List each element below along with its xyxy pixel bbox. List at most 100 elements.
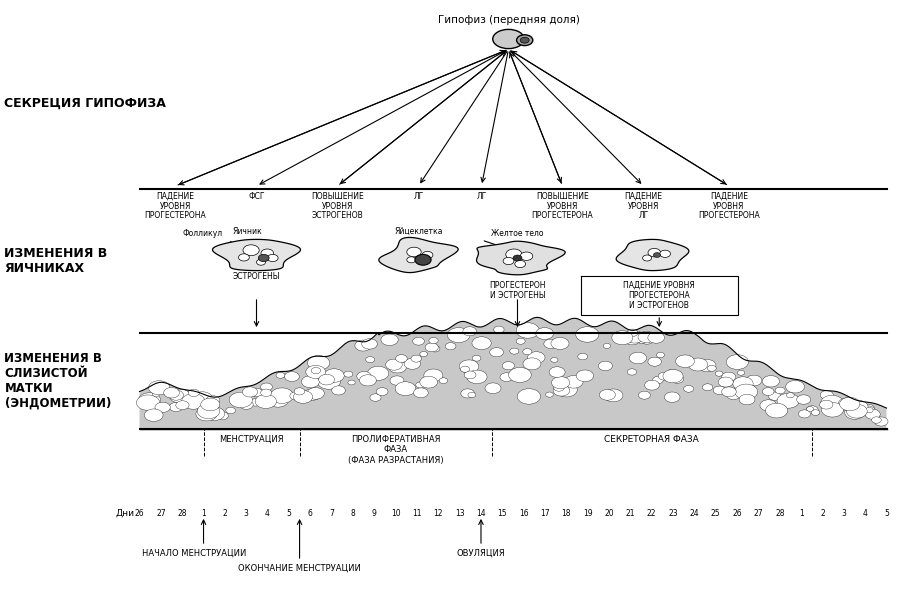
Circle shape — [188, 389, 199, 397]
Circle shape — [251, 388, 263, 397]
Circle shape — [506, 249, 522, 260]
Circle shape — [865, 409, 880, 419]
Circle shape — [386, 359, 402, 370]
Circle shape — [139, 393, 160, 407]
Circle shape — [205, 401, 219, 410]
Circle shape — [319, 374, 335, 385]
Circle shape — [845, 406, 865, 419]
Circle shape — [494, 326, 504, 333]
Circle shape — [702, 384, 713, 391]
Circle shape — [404, 358, 420, 369]
Circle shape — [544, 339, 558, 349]
Circle shape — [306, 365, 326, 379]
Circle shape — [663, 370, 683, 383]
Circle shape — [846, 407, 858, 414]
Circle shape — [197, 405, 208, 412]
Circle shape — [303, 389, 321, 400]
Circle shape — [726, 390, 741, 400]
Circle shape — [260, 383, 273, 391]
Circle shape — [513, 255, 522, 261]
Circle shape — [376, 388, 388, 395]
Circle shape — [137, 395, 159, 410]
Circle shape — [464, 371, 476, 379]
Text: 21: 21 — [626, 509, 635, 517]
Circle shape — [648, 248, 661, 257]
Circle shape — [612, 331, 633, 344]
Circle shape — [523, 358, 541, 370]
Circle shape — [270, 388, 293, 403]
Circle shape — [598, 361, 612, 371]
Circle shape — [733, 377, 753, 391]
Circle shape — [840, 397, 860, 411]
Text: 27: 27 — [753, 509, 763, 517]
Circle shape — [206, 395, 220, 405]
Circle shape — [848, 400, 868, 414]
Text: 23: 23 — [669, 509, 678, 517]
Circle shape — [293, 391, 312, 403]
Circle shape — [429, 338, 438, 344]
Text: 28: 28 — [775, 509, 785, 517]
Text: 3: 3 — [244, 509, 248, 517]
Circle shape — [551, 358, 558, 362]
Circle shape — [239, 400, 253, 409]
Circle shape — [722, 372, 736, 382]
Circle shape — [806, 407, 814, 412]
Circle shape — [422, 251, 433, 259]
Circle shape — [201, 398, 220, 411]
Circle shape — [193, 392, 212, 406]
Circle shape — [775, 387, 785, 394]
Circle shape — [860, 406, 876, 416]
Text: Яичник: Яичник — [232, 227, 263, 236]
Text: ПАДЕНИЕ УРОВНЯ
ПРОГЕСТЕРОНА
И ЭСТРОГЕНОВ: ПАДЕНИЕ УРОВНЯ ПРОГЕСТЕРОНА И ЭСТРОГЕНОВ — [624, 281, 695, 310]
Text: 20: 20 — [604, 509, 614, 517]
Circle shape — [276, 373, 285, 378]
Text: 2: 2 — [820, 509, 824, 517]
Circle shape — [148, 380, 170, 395]
Circle shape — [359, 375, 376, 386]
Circle shape — [777, 394, 799, 408]
Circle shape — [472, 337, 491, 350]
Text: ЛГ: ЛГ — [413, 192, 424, 201]
Text: ФСГ: ФСГ — [248, 192, 265, 201]
Circle shape — [256, 259, 266, 265]
Circle shape — [502, 362, 515, 370]
Circle shape — [578, 353, 588, 360]
Text: 28: 28 — [177, 509, 187, 517]
Text: ИЗМЕНЕНИЯ В
СЛИЗИСТОЙ
МАТКИ
(ЭНДОМЕТРИИ): ИЗМЕНЕНИЯ В СЛИЗИСТОЙ МАТКИ (ЭНДОМЕТРИИ) — [4, 352, 111, 410]
Text: ПРОЛИФЕРАТИВНАЯ
ФАЗА
(ФАЗА РАЗРАСТАНИЯ): ПРОЛИФЕРАТИВНАЯ ФАЗА (ФАЗА РАЗРАСТАНИЯ) — [347, 435, 444, 465]
Circle shape — [549, 367, 565, 377]
Circle shape — [726, 355, 749, 370]
Circle shape — [660, 250, 670, 257]
Circle shape — [698, 359, 716, 371]
Circle shape — [204, 407, 225, 421]
Circle shape — [820, 400, 833, 409]
Circle shape — [518, 389, 541, 404]
Text: 22: 22 — [647, 509, 656, 517]
Circle shape — [509, 348, 519, 354]
Circle shape — [688, 358, 707, 371]
Text: 16: 16 — [519, 509, 528, 517]
Circle shape — [523, 349, 532, 355]
Circle shape — [629, 352, 646, 364]
Circle shape — [242, 387, 257, 397]
Circle shape — [739, 394, 755, 405]
Circle shape — [554, 384, 564, 391]
Text: ИЗМЕНЕНИЯ В
ЯИЧНИКАХ: ИЗМЕНЕНИЯ В ЯИЧНИКАХ — [4, 247, 108, 275]
Circle shape — [820, 391, 833, 399]
Circle shape — [737, 370, 744, 375]
Circle shape — [419, 376, 437, 388]
Text: ЛГ: ЛГ — [476, 192, 487, 201]
Ellipse shape — [493, 29, 524, 49]
Text: 1: 1 — [799, 509, 804, 517]
Circle shape — [676, 355, 695, 368]
Circle shape — [167, 389, 178, 397]
Circle shape — [625, 334, 640, 345]
Text: 24: 24 — [689, 509, 699, 517]
Circle shape — [564, 376, 583, 388]
Circle shape — [769, 392, 781, 400]
Circle shape — [243, 245, 259, 256]
Circle shape — [500, 373, 513, 382]
Text: 14: 14 — [476, 509, 486, 517]
Text: 18: 18 — [562, 509, 572, 517]
Circle shape — [787, 393, 794, 398]
